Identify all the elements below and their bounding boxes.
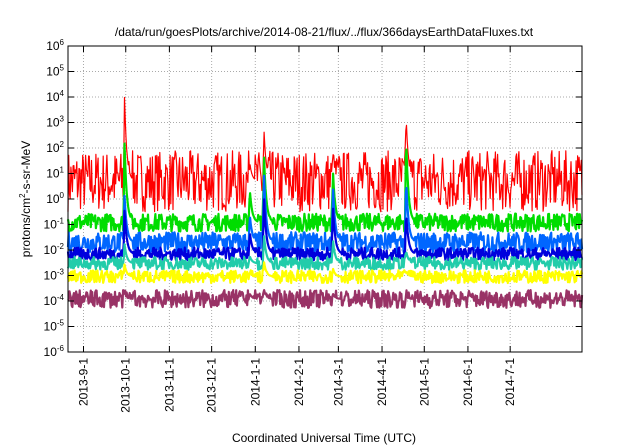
x-tick-label: 2014-4-1 <box>375 358 389 406</box>
x-tick-label: 2013-10-1 <box>119 358 133 413</box>
y-tick-label: 103 <box>46 115 64 130</box>
y-tick-label: 10-3 <box>44 268 65 283</box>
series-line <box>66 235 584 271</box>
series-line <box>66 142 584 233</box>
y-tick-label: 10-1 <box>44 217 65 232</box>
x-tick-label: 2014-2-1 <box>292 358 306 406</box>
y-tick-label: 105 <box>46 64 64 79</box>
x-tick-label: 2013-12-1 <box>205 358 219 413</box>
x-axis: 2013-9-1 2013-10-1 2013-11-1 2013-12-1 2014-… <box>76 46 517 413</box>
y-tick-label: 104 <box>46 89 64 104</box>
x-tick-label: 2014-3-1 <box>331 358 345 406</box>
chart-title: /data/run/goesPlots/archive/2014-08-21/f… <box>115 25 534 39</box>
x-axis-label: Coordinated Universal Time (UTC) <box>232 431 416 445</box>
x-tick-label: 2014-7-1 <box>503 358 517 406</box>
series-line <box>66 198 584 262</box>
series-group <box>66 96 584 309</box>
x-tick-label: 2014-1-1 <box>248 358 262 406</box>
y-tick-label: 102 <box>46 140 64 155</box>
y-tick-label: 10-4 <box>44 293 65 308</box>
y-tick-label: 10-2 <box>44 242 65 257</box>
y-tick-label: 100 <box>46 191 64 206</box>
series-line <box>67 96 583 213</box>
series-line <box>67 289 584 309</box>
x-tick-label: 2014-6-1 <box>461 358 475 406</box>
y-tick-label: 101 <box>46 166 64 181</box>
x-tick-label: 2013-11-1 <box>162 358 176 412</box>
x-tick-label: 2013-9-1 <box>76 358 90 406</box>
series-line <box>66 261 584 285</box>
y-tick-label: 10-6 <box>44 344 65 359</box>
x-tick-label: 2014-5-1 <box>417 358 431 406</box>
y-tick-label: 10-5 <box>44 319 65 334</box>
y-tick-label: 106 <box>46 38 64 53</box>
y-axis-label: protons/cm2-s-sr-MeV <box>18 141 33 257</box>
